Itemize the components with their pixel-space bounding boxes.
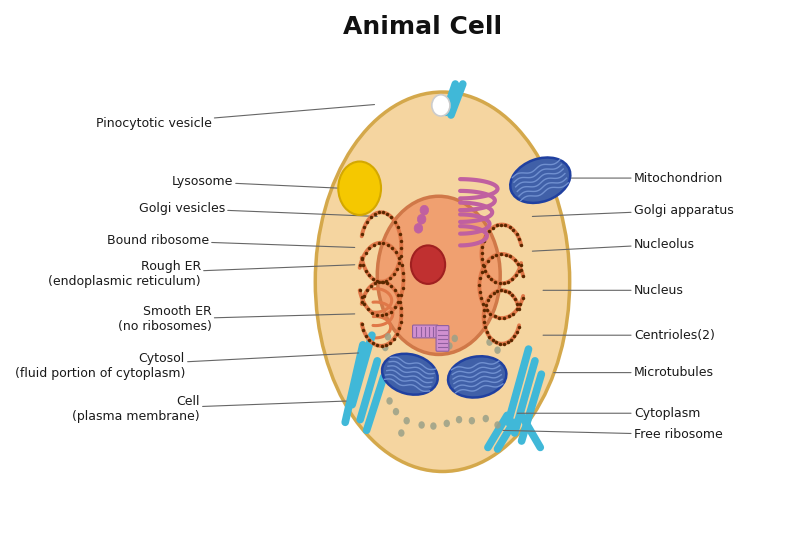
Ellipse shape: [386, 397, 393, 404]
Text: Golgi vesicles: Golgi vesicles: [138, 202, 377, 217]
Ellipse shape: [456, 416, 462, 423]
Ellipse shape: [494, 421, 501, 429]
Text: Pinocytotic vesicle: Pinocytotic vesicle: [96, 105, 374, 130]
Ellipse shape: [448, 356, 506, 397]
Ellipse shape: [418, 214, 426, 224]
Ellipse shape: [446, 342, 453, 349]
Ellipse shape: [411, 245, 445, 284]
Text: Mitochondrion: Mitochondrion: [557, 172, 723, 185]
Text: Nucleolus: Nucleolus: [532, 238, 695, 251]
Text: Microtubules: Microtubules: [554, 366, 714, 379]
Ellipse shape: [338, 161, 381, 215]
Ellipse shape: [469, 417, 475, 424]
Ellipse shape: [414, 224, 422, 233]
Ellipse shape: [510, 158, 570, 203]
Ellipse shape: [378, 196, 500, 354]
Ellipse shape: [486, 339, 493, 346]
Text: Golgi apparatus: Golgi apparatus: [532, 204, 734, 217]
Ellipse shape: [385, 333, 391, 341]
Text: Smooth ER
(no ribosomes): Smooth ER (no ribosomes): [118, 305, 354, 333]
Ellipse shape: [430, 422, 437, 430]
Ellipse shape: [451, 335, 458, 342]
FancyBboxPatch shape: [436, 326, 449, 351]
Ellipse shape: [494, 347, 501, 354]
Text: Bound ribosome: Bound ribosome: [107, 234, 354, 247]
Ellipse shape: [382, 354, 438, 395]
Text: Animal Cell: Animal Cell: [343, 15, 502, 39]
Ellipse shape: [403, 417, 410, 424]
Ellipse shape: [420, 205, 429, 215]
Ellipse shape: [393, 408, 399, 415]
Ellipse shape: [315, 92, 570, 471]
Text: Centrioles(2): Centrioles(2): [543, 329, 714, 342]
Ellipse shape: [482, 415, 489, 422]
Text: Cytoplasm: Cytoplasm: [518, 407, 700, 420]
Ellipse shape: [443, 420, 450, 427]
Ellipse shape: [432, 94, 450, 116]
Ellipse shape: [382, 344, 389, 351]
Text: Lysosome: Lysosome: [172, 176, 350, 188]
Ellipse shape: [418, 421, 425, 429]
Text: Cell
(plasma membrane): Cell (plasma membrane): [72, 395, 346, 423]
FancyBboxPatch shape: [413, 325, 438, 338]
Text: Free ribosome: Free ribosome: [503, 428, 722, 441]
Text: Rough ER
(endoplasmic reticulum): Rough ER (endoplasmic reticulum): [48, 260, 354, 288]
Ellipse shape: [398, 429, 405, 437]
Text: Cytosol
(fluid portion of cytoplasm): Cytosol (fluid portion of cytoplasm): [14, 352, 358, 380]
Text: Nucleus: Nucleus: [543, 284, 684, 297]
